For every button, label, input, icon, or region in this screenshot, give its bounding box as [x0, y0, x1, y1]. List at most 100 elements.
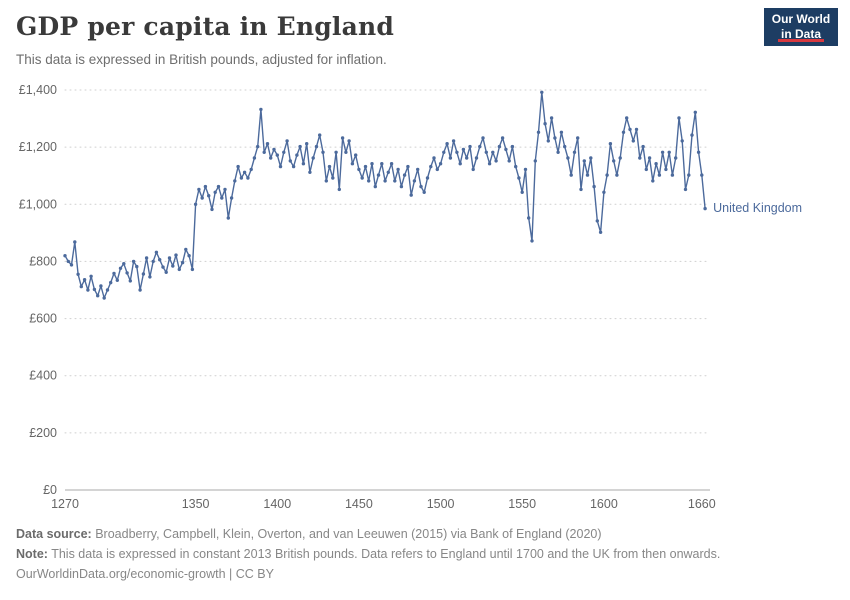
data-point[interactable]: [393, 179, 397, 183]
data-point[interactable]: [602, 190, 606, 194]
data-point[interactable]: [187, 254, 191, 258]
data-point[interactable]: [471, 167, 475, 172]
data-point[interactable]: [455, 150, 459, 154]
data-point[interactable]: [510, 144, 515, 149]
data-point[interactable]: [334, 150, 338, 154]
data-point[interactable]: [203, 184, 208, 189]
data-point[interactable]: [559, 130, 564, 134]
data-point[interactable]: [451, 139, 456, 143]
data-point[interactable]: [301, 162, 306, 166]
data-point[interactable]: [500, 136, 505, 140]
data-point[interactable]: [233, 179, 237, 183]
data-point[interactable]: [582, 159, 586, 163]
data-point[interactable]: [197, 187, 201, 192]
data-point[interactable]: [703, 206, 707, 211]
data-point[interactable]: [474, 156, 479, 160]
data-point[interactable]: [275, 153, 279, 157]
data-point[interactable]: [647, 156, 652, 160]
data-point[interactable]: [298, 144, 302, 149]
data-point[interactable]: [530, 239, 534, 243]
data-point[interactable]: [148, 275, 152, 279]
data-point[interactable]: [660, 150, 665, 154]
data-point[interactable]: [295, 153, 299, 157]
data-point[interactable]: [66, 259, 71, 264]
data-point[interactable]: [615, 173, 619, 177]
gdp-line-chart[interactable]: £0 £200 £400 £600 £800 £1,000 £1,200 £1,400 1270…: [0, 78, 850, 518]
data-point[interactable]: [465, 156, 469, 160]
data-point[interactable]: [171, 264, 175, 268]
data-point[interactable]: [481, 136, 485, 140]
data-point[interactable]: [128, 279, 132, 283]
data-point[interactable]: [618, 156, 622, 160]
data-point[interactable]: [533, 159, 537, 163]
data-point[interactable]: [331, 176, 335, 180]
data-point[interactable]: [553, 136, 557, 140]
data-point[interactable]: [402, 173, 407, 177]
data-point[interactable]: [677, 116, 681, 120]
data-point[interactable]: [308, 170, 312, 174]
data-point[interactable]: [220, 196, 224, 200]
data-point[interactable]: [445, 142, 449, 146]
data-point[interactable]: [216, 184, 221, 189]
data-point[interactable]: [141, 272, 146, 276]
data-point[interactable]: [389, 162, 394, 166]
data-point[interactable]: [644, 167, 648, 172]
data-point[interactable]: [96, 294, 100, 298]
data-point[interactable]: [288, 159, 292, 163]
data-point[interactable]: [210, 207, 214, 212]
data-point[interactable]: [491, 150, 495, 154]
data-point[interactable]: [314, 144, 319, 149]
data-point[interactable]: [184, 247, 188, 252]
data-point[interactable]: [380, 162, 384, 166]
data-point[interactable]: [367, 179, 371, 183]
data-point[interactable]: [86, 288, 90, 292]
data-point[interactable]: [585, 173, 590, 177]
data-point[interactable]: [89, 274, 93, 278]
data-point[interactable]: [112, 271, 116, 276]
owid-logo[interactable]: Our World in Data: [764, 8, 838, 46]
data-point[interactable]: [76, 272, 80, 276]
data-point[interactable]: [621, 130, 626, 134]
data-point[interactable]: [105, 288, 110, 292]
data-point[interactable]: [595, 219, 599, 223]
data-point[interactable]: [363, 164, 368, 169]
data-point[interactable]: [422, 190, 426, 194]
data-point[interactable]: [638, 156, 642, 160]
data-point[interactable]: [337, 187, 341, 192]
data-point[interactable]: [164, 270, 168, 274]
data-point[interactable]: [118, 266, 123, 270]
data-point[interactable]: [569, 173, 573, 177]
data-point[interactable]: [651, 179, 655, 183]
data-point[interactable]: [696, 150, 701, 154]
data-point[interactable]: [350, 162, 355, 166]
data-point[interactable]: [249, 167, 253, 172]
data-point[interactable]: [223, 187, 227, 192]
data-point[interactable]: [399, 184, 404, 189]
data-point[interactable]: [468, 144, 472, 149]
data-point[interactable]: [504, 147, 508, 152]
data-point[interactable]: [236, 164, 240, 169]
data-point[interactable]: [138, 288, 142, 292]
data-point[interactable]: [311, 156, 315, 160]
data-point[interactable]: [109, 280, 113, 285]
series-label-united-kingdom[interactable]: United Kingdom: [713, 200, 803, 215]
data-point[interactable]: [256, 144, 260, 149]
data-point[interactable]: [514, 164, 518, 169]
data-point[interactable]: [177, 267, 181, 272]
data-point[interactable]: [657, 173, 662, 177]
data-point[interactable]: [527, 216, 531, 220]
data-point[interactable]: [92, 287, 97, 292]
data-point[interactable]: [687, 173, 691, 177]
data-point[interactable]: [536, 130, 541, 134]
data-point[interactable]: [354, 153, 358, 157]
data-point[interactable]: [278, 164, 283, 169]
data-point[interactable]: [340, 136, 345, 140]
data-point[interactable]: [115, 278, 120, 282]
data-point[interactable]: [409, 193, 413, 197]
data-point[interactable]: [383, 179, 387, 183]
data-point[interactable]: [667, 150, 671, 154]
data-point[interactable]: [265, 142, 270, 146]
data-point[interactable]: [566, 156, 570, 160]
data-point[interactable]: [432, 156, 436, 160]
data-point[interactable]: [305, 142, 309, 146]
